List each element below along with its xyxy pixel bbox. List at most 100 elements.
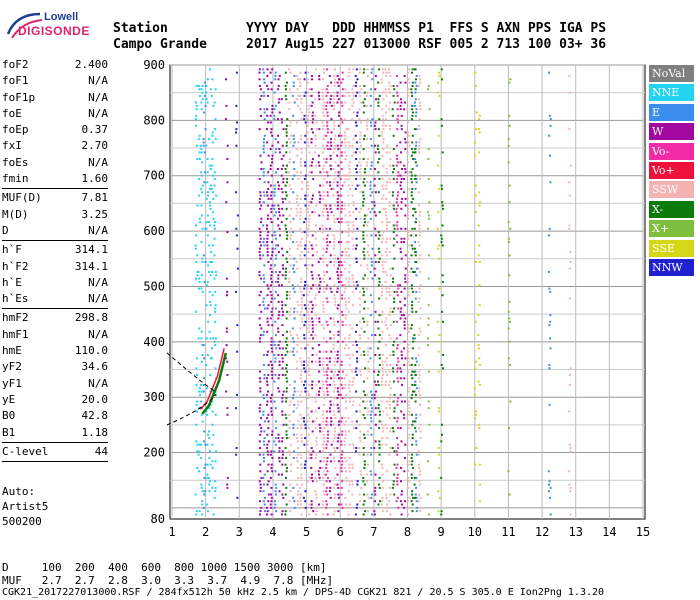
echo-dot: [280, 174, 283, 177]
echo-dot: [396, 118, 399, 121]
echo-dot: [318, 344, 321, 347]
echo-dot: [322, 98, 325, 101]
echo-dot: [259, 254, 262, 257]
echo-dot: [363, 417, 366, 420]
echo-dot: [365, 480, 368, 483]
echo-dot: [344, 430, 347, 433]
echo-dot: [205, 304, 208, 307]
echo-dot: [386, 144, 389, 147]
echo-dot: [277, 387, 280, 390]
echo-dot: [341, 294, 344, 297]
echo-dot: [307, 264, 310, 267]
x-tick-label: 5: [303, 525, 310, 539]
echo-dot: [411, 453, 414, 456]
echo-dot: [414, 400, 417, 403]
echo-dot: [339, 177, 342, 180]
echo-dot: [323, 101, 326, 104]
echo-dot: [419, 393, 422, 396]
echo-dot: [362, 194, 365, 197]
echo-dot: [377, 347, 380, 350]
echo-dot: [307, 121, 310, 124]
echo-dot: [336, 270, 339, 273]
echo-dot: [207, 510, 210, 513]
echo-dot: [262, 201, 265, 204]
echo-dot: [411, 437, 414, 440]
echo-dot: [360, 327, 363, 330]
echo-dot: [369, 400, 372, 403]
echo-dot: [288, 231, 291, 234]
echo-dot: [407, 71, 410, 74]
echo-dot: [273, 380, 276, 383]
echo-dot: [311, 317, 314, 320]
echo-dot: [307, 407, 310, 410]
echo-dot: [206, 413, 209, 416]
echo-dot: [334, 300, 337, 303]
echo-dot: [407, 500, 410, 503]
echo-dot: [299, 171, 302, 174]
echo-dot: [208, 138, 211, 141]
echo-dot: [382, 124, 385, 127]
echo-dot: [400, 201, 403, 204]
echo-dot: [351, 340, 354, 343]
echo-dot: [259, 108, 262, 111]
param-row: D N/A: [2, 223, 108, 239]
echo-dot: [400, 114, 403, 117]
echo-dot: [408, 294, 411, 297]
echo-dot: [270, 513, 273, 516]
echo-dot: [201, 191, 204, 194]
echo-dot: [314, 360, 317, 363]
echo-dot: [396, 158, 399, 161]
echo-dot: [263, 496, 266, 499]
echo-dot: [315, 287, 318, 290]
echo-dot: [284, 354, 287, 357]
param-row: yF1 N/A: [2, 376, 108, 392]
echo-dot: [385, 71, 388, 74]
echo-dot: [370, 473, 373, 476]
echo-dot: [478, 201, 481, 204]
echo-dot: [334, 171, 337, 174]
echo-dot: [437, 91, 440, 94]
echo-dot: [412, 207, 415, 210]
echo-dot: [359, 410, 362, 413]
echo-dot: [280, 118, 283, 121]
echo-dot: [407, 264, 410, 267]
echo-dot: [404, 148, 407, 151]
echo-dot: [403, 304, 406, 307]
echo-dot: [290, 463, 293, 466]
echo-dot: [407, 324, 410, 327]
echo-dot: [325, 500, 328, 503]
echo-dot: [388, 91, 391, 94]
echo-dot: [382, 194, 385, 197]
echo-dot: [326, 217, 329, 220]
echo-dot: [410, 413, 413, 416]
echo-dot: [415, 417, 418, 420]
echo-dot: [291, 94, 294, 97]
echo-dot: [378, 440, 381, 443]
echo-dot: [308, 300, 311, 303]
echo-dot: [262, 174, 265, 177]
echo-dot: [508, 124, 511, 127]
echo-dot: [202, 390, 205, 393]
echo-dot: [275, 257, 278, 260]
echo-dot: [308, 373, 311, 376]
echo-dot: [300, 463, 303, 466]
echo-dot: [411, 347, 414, 350]
echo-dot: [195, 104, 198, 107]
echo-dot: [549, 337, 552, 340]
echo-dot: [198, 177, 201, 180]
legend-item-sse: SSE: [649, 239, 694, 257]
echo-dot: [311, 380, 314, 383]
echo-dot: [399, 367, 402, 370]
echo-dot: [365, 94, 368, 97]
echo-dot: [395, 181, 398, 184]
echo-dot: [344, 267, 347, 270]
echo-dot: [325, 251, 328, 254]
echo-dot: [427, 317, 430, 320]
echo-dot: [477, 380, 480, 383]
echo-dot: [411, 503, 414, 506]
param-name: foF2: [2, 58, 29, 71]
echo-dot: [307, 144, 310, 147]
param-row: hmF1 N/A: [2, 327, 108, 343]
echo-dot: [348, 108, 351, 111]
echo-dot: [406, 304, 409, 307]
